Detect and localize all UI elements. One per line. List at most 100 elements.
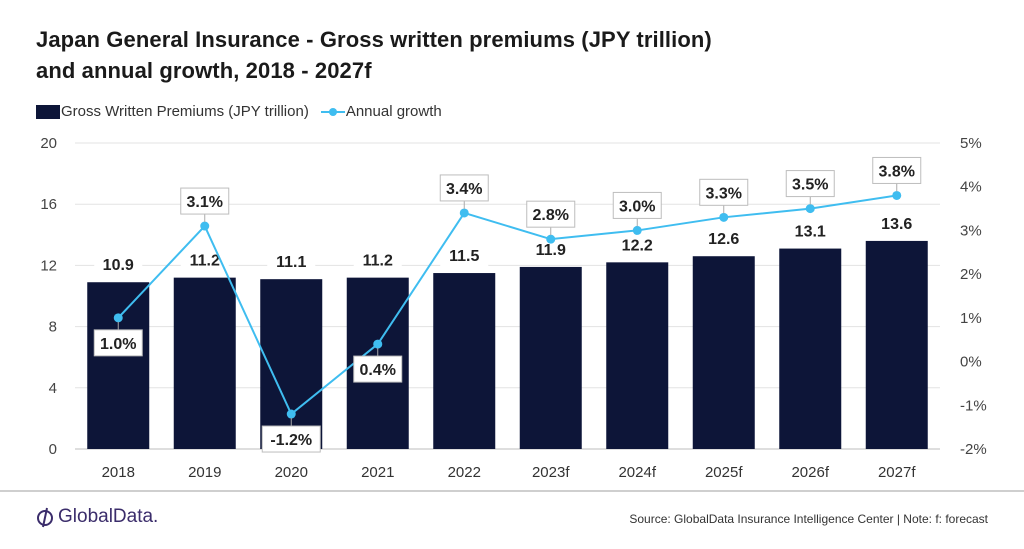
growth-data-label: 0.4% <box>360 362 396 379</box>
x-tick-label: 2019 <box>188 464 221 481</box>
growth-point <box>286 409 296 419</box>
x-tick-label: 2020 <box>275 464 308 481</box>
legend: Gross Written Premiums (JPY trillion) An… <box>36 103 442 120</box>
bar-label-background <box>180 249 229 272</box>
bar <box>173 277 236 449</box>
y2-tick-label: -2% <box>960 441 987 458</box>
bar-label-background <box>440 245 489 268</box>
growth-data-label: 3.8% <box>879 163 915 180</box>
x-tick-label: 2023f <box>532 464 570 481</box>
growth-point <box>719 212 729 222</box>
y2-tick-label: -1% <box>960 397 987 414</box>
legend-bar-swatch <box>36 104 60 119</box>
x-axis: 2018 2019 2020 2021 2022 2023f 2024f 2025f 2026f… <box>102 464 917 481</box>
growth-label-box <box>526 200 576 228</box>
bar-data-label: 11.2 <box>190 253 220 270</box>
growth-label-box <box>439 174 489 202</box>
legend-line-label: Annual growth <box>345 103 442 120</box>
y-tick-label: 20 <box>40 135 57 152</box>
bar <box>692 256 755 449</box>
growth-point <box>459 208 469 218</box>
growth-point <box>632 225 642 235</box>
y-tick-label: 0 <box>49 441 57 458</box>
bar-label-background <box>267 251 316 274</box>
bar-label-background <box>786 220 835 243</box>
x-tick-label: 2022 <box>448 464 481 481</box>
y2-tick-label: 4% <box>960 179 982 196</box>
growth-line-series: 1.0% 3.1% -1.2% 0.4% 3.4% 2.8% 3.0% 3.3% 3.5% 3.8… <box>93 156 922 453</box>
x-tick-label: 2018 <box>102 464 135 481</box>
bar-label-background <box>526 238 575 261</box>
bar <box>779 248 842 449</box>
growth-label-box <box>353 355 403 383</box>
chart-plot: 0 4 8 12 16 20 -2% -1% 0% 1% 2% 3% 4% 5% 10.9 11.2 11.… <box>40 135 987 481</box>
growth-label-box <box>699 178 749 206</box>
bar-data-label: 13.1 <box>795 224 826 241</box>
bar-series <box>87 240 928 449</box>
y-tick-label: 16 <box>40 196 57 213</box>
bar-data-label: 12.6 <box>708 231 739 248</box>
growth-point <box>200 221 210 231</box>
chart-title: Japan General Insurance - Gross written … <box>36 24 712 86</box>
y-tick-label: 12 <box>40 257 57 274</box>
growth-label-box <box>261 425 321 453</box>
bar <box>433 273 496 449</box>
y2-tick-label: 2% <box>960 266 982 283</box>
x-tick-label: 2026f <box>791 464 829 481</box>
x-tick-label: 2021 <box>361 464 394 481</box>
x-tick-label: 2027f <box>878 464 916 481</box>
growth-label-box <box>180 187 230 215</box>
bar-data-label: 11.1 <box>276 254 306 271</box>
source-note: Source: GlobalData Insurance Intelligenc… <box>629 512 988 526</box>
bar-data-label: 10.9 <box>103 257 134 274</box>
bar-data-labels: 10.9 11.2 11.1 11.2 11.5 11.9 12.2 12.6 13.1 13.6 <box>94 212 921 277</box>
growth-label-box <box>93 329 143 357</box>
bar-data-label: 13.6 <box>881 216 912 233</box>
bar-label-background <box>94 254 143 277</box>
globaldata-logo-icon <box>37 507 53 528</box>
growth-point <box>113 313 123 323</box>
y-axis-right: -2% -1% 0% 1% 2% 3% 4% 5% <box>960 135 987 458</box>
growth-data-label: -1.2% <box>270 432 312 449</box>
x-tick-label: 2024f <box>618 464 656 481</box>
y-tick-label: 4 <box>49 380 57 397</box>
growth-data-label: 2.8% <box>533 207 569 224</box>
y2-tick-label: 3% <box>960 222 982 239</box>
bar <box>87 282 150 449</box>
growth-label-box <box>612 191 662 219</box>
growth-point <box>892 190 902 200</box>
growth-point <box>373 339 383 349</box>
growth-data-label: 3.1% <box>187 194 223 211</box>
growth-line <box>117 194 897 416</box>
chart-title-line-1: Japan General Insurance - Gross written … <box>36 27 712 52</box>
growth-point <box>805 204 815 214</box>
bar-data-label: 12.2 <box>622 237 653 254</box>
bar <box>865 240 928 449</box>
y-tick-label: 8 <box>49 319 57 336</box>
bar-label-background <box>613 234 662 257</box>
growth-data-label: 3.3% <box>706 185 742 202</box>
bar-data-label: 11.2 <box>363 253 393 270</box>
growth-label-box <box>872 156 922 184</box>
y2-tick-label: 5% <box>960 135 982 152</box>
growth-point <box>546 234 556 244</box>
growth-data-label: 3.4% <box>446 181 482 198</box>
legend-line-swatch <box>320 105 345 119</box>
growth-data-label: 3.0% <box>619 198 655 215</box>
bar <box>519 266 582 449</box>
x-tick-label: 2025f <box>705 464 743 481</box>
bar-label-background <box>353 249 402 272</box>
bar-data-label: 11.9 <box>536 242 566 259</box>
brand-name: GlobalData. <box>58 506 159 527</box>
bar-label-background <box>699 228 748 251</box>
bar-data-label: 11.5 <box>449 248 479 265</box>
legend-bar-label: Gross Written Premiums (JPY trillion) <box>61 103 309 120</box>
globaldata-logo: GlobalData. <box>36 506 158 528</box>
growth-data-label: 1.0% <box>100 336 136 353</box>
growth-label-box <box>785 170 835 198</box>
y2-tick-label: 0% <box>960 354 982 371</box>
y2-tick-label: 1% <box>960 310 982 327</box>
growth-data-label: 3.5% <box>792 177 828 194</box>
bar <box>606 262 669 449</box>
footer-divider <box>0 490 1024 492</box>
